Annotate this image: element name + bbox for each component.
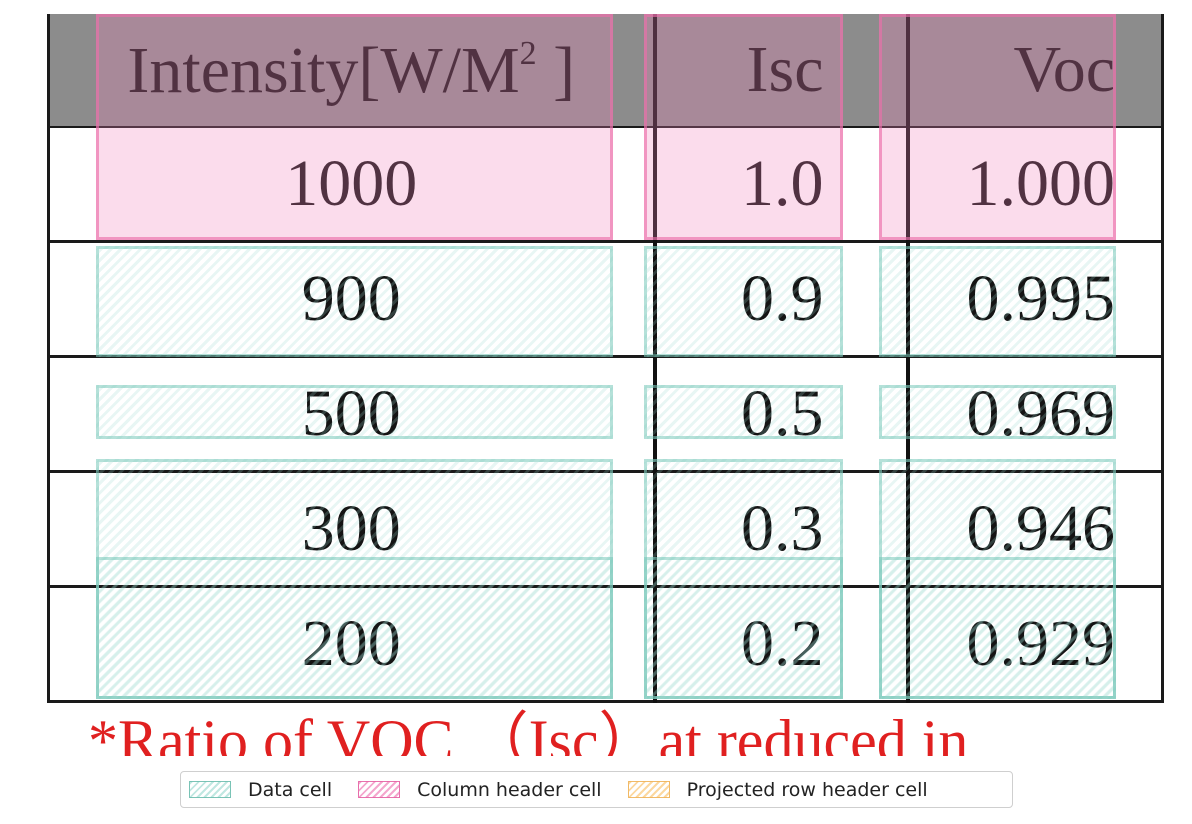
legend-label: Data cell	[248, 778, 333, 801]
row-header-swatch	[627, 781, 670, 798]
table-row: 1000 1.0 1.000	[48, 127, 1163, 243]
data-cell-overlay	[96, 557, 613, 699]
cell-intensity: 900	[48, 241, 657, 358]
legend-item-row-header: Projected row header cell	[627, 778, 928, 801]
legend-label: Column header cell	[417, 778, 602, 801]
cell-isc: 0.2	[654, 586, 910, 703]
header-intensity: Intensity[W/M2 ]	[48, 14, 657, 128]
data-cell-overlay	[644, 246, 843, 357]
legend-item-data-cell: Data cell	[189, 779, 332, 801]
cell-isc: 0.3	[654, 471, 910, 588]
data-cell-overlay	[644, 385, 843, 439]
header-voc: Voc	[907, 14, 1163, 128]
column-header-overlay	[644, 14, 843, 240]
header-isc: Isc	[654, 14, 910, 128]
cell-intensity: 300	[48, 471, 657, 588]
data-table: Intensity[W/M2 ] Isc Voc 1000 1.0 1.000 …	[47, 14, 1164, 703]
data-cell-overlay	[96, 385, 613, 439]
column-header-overlay	[96, 14, 613, 240]
data-cell-overlay	[96, 459, 613, 699]
cell-voc: 0.995	[907, 241, 1163, 358]
data-cell-overlay	[96, 246, 613, 357]
data-cell-overlay	[879, 246, 1116, 357]
cell-voc: 0.929	[907, 586, 1163, 703]
table-row: 900 0.9 0.995	[48, 241, 1163, 358]
data-cell-swatch	[189, 781, 231, 798]
table-row: 200 0.2 0.929	[48, 586, 1163, 703]
cell-isc: 1.0	[654, 127, 910, 243]
cell-voc: 0.969	[907, 356, 1163, 473]
data-cell-overlay	[644, 459, 843, 699]
legend-item-column-header: Column header cell	[358, 778, 602, 801]
data-cell-overlay	[879, 385, 1116, 439]
superscript: 2	[519, 34, 537, 72]
cell-intensity: 200	[48, 586, 657, 703]
column-header-overlay	[879, 14, 1116, 240]
cell-voc: 0.946	[907, 471, 1163, 588]
table-row: 500 0.5 0.969	[48, 356, 1163, 473]
table-row: 300 0.3 0.946	[48, 471, 1163, 588]
column-header-swatch	[358, 781, 401, 798]
cell-intensity: 1000	[48, 127, 657, 243]
header-row: Intensity[W/M2 ] Isc Voc	[48, 14, 1163, 128]
cell-voc: 1.000	[907, 127, 1163, 243]
data-cell-overlay	[644, 557, 843, 699]
footnote: *Ratio of VOC （Isc）at reduced in	[88, 708, 969, 756]
cell-isc: 0.5	[654, 356, 910, 473]
cell-intensity: 500	[48, 356, 657, 473]
legend: Data cell Column header cell Projected r…	[180, 771, 1013, 808]
data-cell-overlay	[879, 557, 1116, 699]
legend-label: Projected row header cell	[686, 778, 928, 801]
